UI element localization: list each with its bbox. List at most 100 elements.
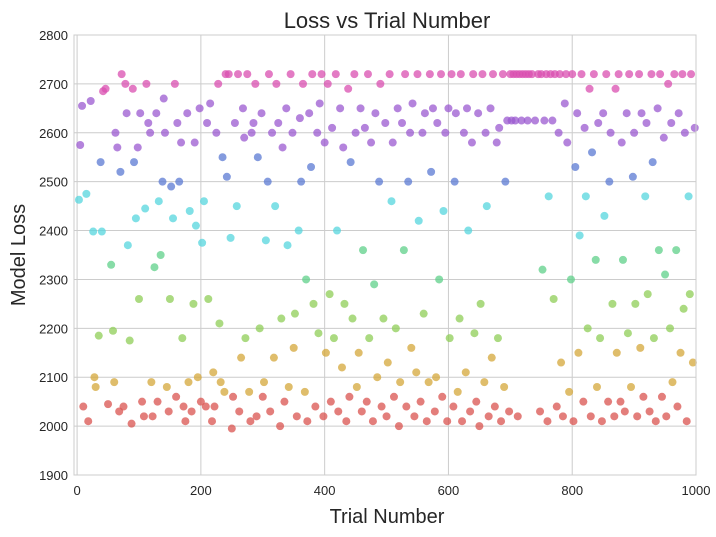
data-point [227, 424, 236, 433]
data-point [365, 334, 374, 343]
data-point [302, 275, 311, 284]
data-point [356, 104, 365, 113]
data-point [345, 392, 354, 401]
data-point [138, 397, 147, 406]
data-point [513, 412, 522, 421]
data-point [297, 177, 306, 186]
data-point [150, 263, 159, 272]
data-point [209, 368, 218, 377]
data-point [258, 392, 267, 401]
data-point [276, 422, 285, 431]
data-point [263, 177, 272, 186]
data-point [476, 299, 485, 308]
data-point [268, 128, 277, 137]
data-point [605, 177, 614, 186]
data-point [260, 378, 269, 387]
data-point [199, 197, 208, 206]
data-point [413, 70, 422, 79]
data-point [453, 387, 462, 396]
data-point [271, 202, 280, 211]
data-point [672, 246, 681, 255]
data-point [328, 123, 337, 132]
data-point [568, 70, 577, 79]
data-point [196, 397, 205, 406]
data-point [368, 417, 377, 426]
data-point [251, 79, 260, 88]
data-point [220, 387, 229, 396]
data-point [234, 70, 243, 79]
data-point [245, 387, 254, 396]
data-point [169, 214, 178, 223]
data-point [257, 109, 266, 118]
data-point [487, 353, 496, 362]
y-tick-label: 2500 [39, 175, 68, 190]
data-point [113, 143, 122, 152]
data-point [575, 231, 584, 240]
data-point [351, 128, 360, 137]
x-tick-label: 400 [314, 483, 336, 498]
data-point [264, 70, 273, 79]
data-point [558, 412, 567, 421]
data-point [117, 70, 126, 79]
data-point [679, 304, 688, 313]
data-point [419, 309, 428, 318]
data-point [422, 417, 431, 426]
data-point [308, 70, 317, 79]
data-point [319, 412, 328, 421]
data-point [110, 378, 119, 387]
data-point [622, 109, 631, 118]
data-point [175, 177, 184, 186]
data-point [466, 407, 475, 416]
data-point [661, 270, 670, 279]
data-point [592, 383, 601, 391]
data-point [286, 70, 295, 79]
data-point [388, 138, 397, 147]
data-point [237, 353, 246, 362]
data-point [131, 214, 140, 223]
data-point [104, 400, 113, 409]
data-point [445, 334, 454, 343]
data-point [381, 119, 390, 127]
data-point [543, 417, 552, 426]
plot-frame [73, 34, 697, 476]
data-point [172, 392, 181, 401]
data-point [583, 324, 592, 333]
y-tick-label: 2800 [39, 28, 68, 43]
data-point [414, 216, 423, 225]
y-tick-label: 2000 [39, 419, 68, 434]
data-point [435, 275, 444, 284]
data-point [215, 319, 224, 328]
data-point [401, 70, 410, 79]
data-point [389, 392, 398, 401]
data-point [680, 128, 689, 137]
data-point [153, 397, 162, 406]
data-point [79, 402, 88, 411]
data-point [620, 407, 629, 416]
data-point [653, 104, 662, 113]
data-point [531, 116, 540, 125]
data-point [399, 246, 408, 255]
data-point [295, 114, 304, 123]
data-point [210, 402, 219, 411]
data-point [497, 417, 506, 426]
x-axis-label: Trial Number [330, 506, 445, 528]
data-point [416, 397, 425, 406]
data-point [447, 70, 456, 79]
data-point [108, 326, 117, 335]
data-point [427, 167, 436, 176]
data-point [191, 221, 200, 230]
data-point [142, 79, 151, 88]
data-point [594, 119, 603, 127]
data-point [612, 348, 621, 357]
data-point [164, 407, 173, 416]
data-point [321, 348, 330, 357]
data-point [97, 227, 106, 236]
data-point [379, 314, 388, 323]
data-point [229, 392, 238, 401]
data-point [591, 255, 600, 264]
data-point [278, 143, 287, 152]
data-point [505, 407, 514, 416]
data-point [141, 204, 150, 213]
data-point [596, 334, 605, 343]
data-point [459, 128, 468, 137]
